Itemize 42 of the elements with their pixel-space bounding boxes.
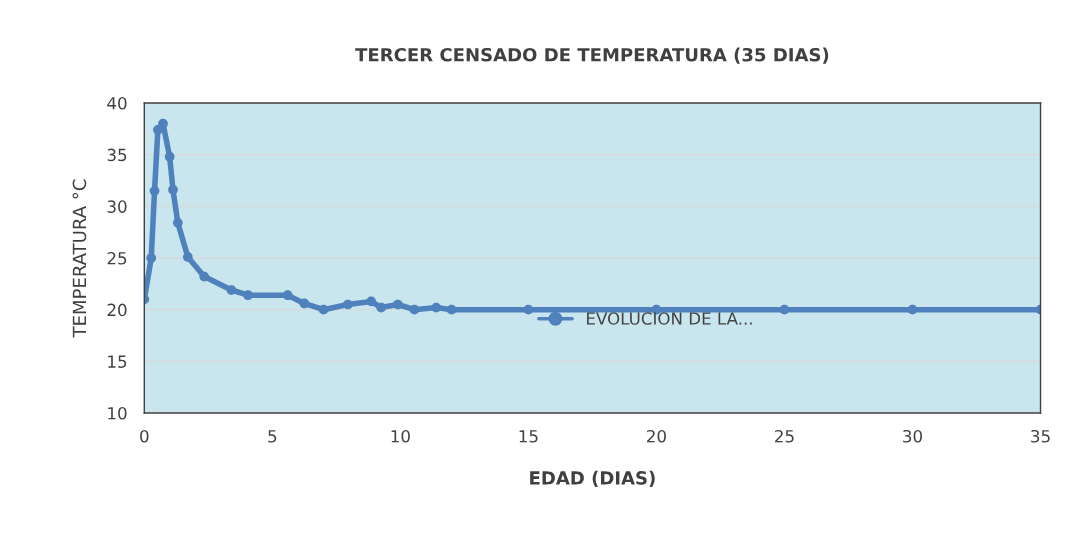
point <box>172 217 183 228</box>
point <box>226 285 237 295</box>
point <box>164 151 175 162</box>
y-tick-label: 20 <box>107 303 127 317</box>
y-axis-title: TEMPERATURA °C <box>72 179 87 338</box>
point <box>299 298 310 309</box>
x-axis-title: EDAD (DIAS) <box>530 470 655 487</box>
point <box>282 290 293 301</box>
y-tick-label: 40 <box>107 96 127 110</box>
point <box>168 184 178 195</box>
point <box>149 185 160 196</box>
point <box>366 296 377 307</box>
chart-title: TERCER CENSADO DE TEMPERATURA (35 DIAS) <box>355 47 829 64</box>
x-tick-label: 35 <box>1031 429 1050 443</box>
point <box>153 124 163 135</box>
point <box>431 302 442 313</box>
x-tick-label: 0 <box>140 429 149 443</box>
x-tick-label: 10 <box>391 429 410 443</box>
x-tick-label: 30 <box>903 429 922 443</box>
point <box>243 290 253 301</box>
y-tick-label: 35 <box>107 148 127 162</box>
point <box>907 304 918 315</box>
point <box>182 252 193 262</box>
point <box>343 299 353 310</box>
y-tick-label: 25 <box>107 251 127 265</box>
point <box>409 304 420 315</box>
point <box>779 304 790 315</box>
point <box>446 304 457 315</box>
legend-label: EVOLUCION DE LA... <box>587 312 752 325</box>
point <box>318 304 329 315</box>
x-tick-label: 5 <box>268 430 277 443</box>
point <box>376 302 387 313</box>
x-tick-label: 25 <box>775 429 794 443</box>
point <box>523 304 534 315</box>
point <box>199 271 210 282</box>
y-tick-label: 15 <box>108 355 127 368</box>
y-tick-label: 10 <box>108 406 127 420</box>
y-tick-label: 30 <box>107 200 127 213</box>
point <box>392 299 403 310</box>
x-tick-label: 15 <box>519 430 538 443</box>
x-tick-label: 20 <box>647 429 666 443</box>
point <box>146 253 157 263</box>
